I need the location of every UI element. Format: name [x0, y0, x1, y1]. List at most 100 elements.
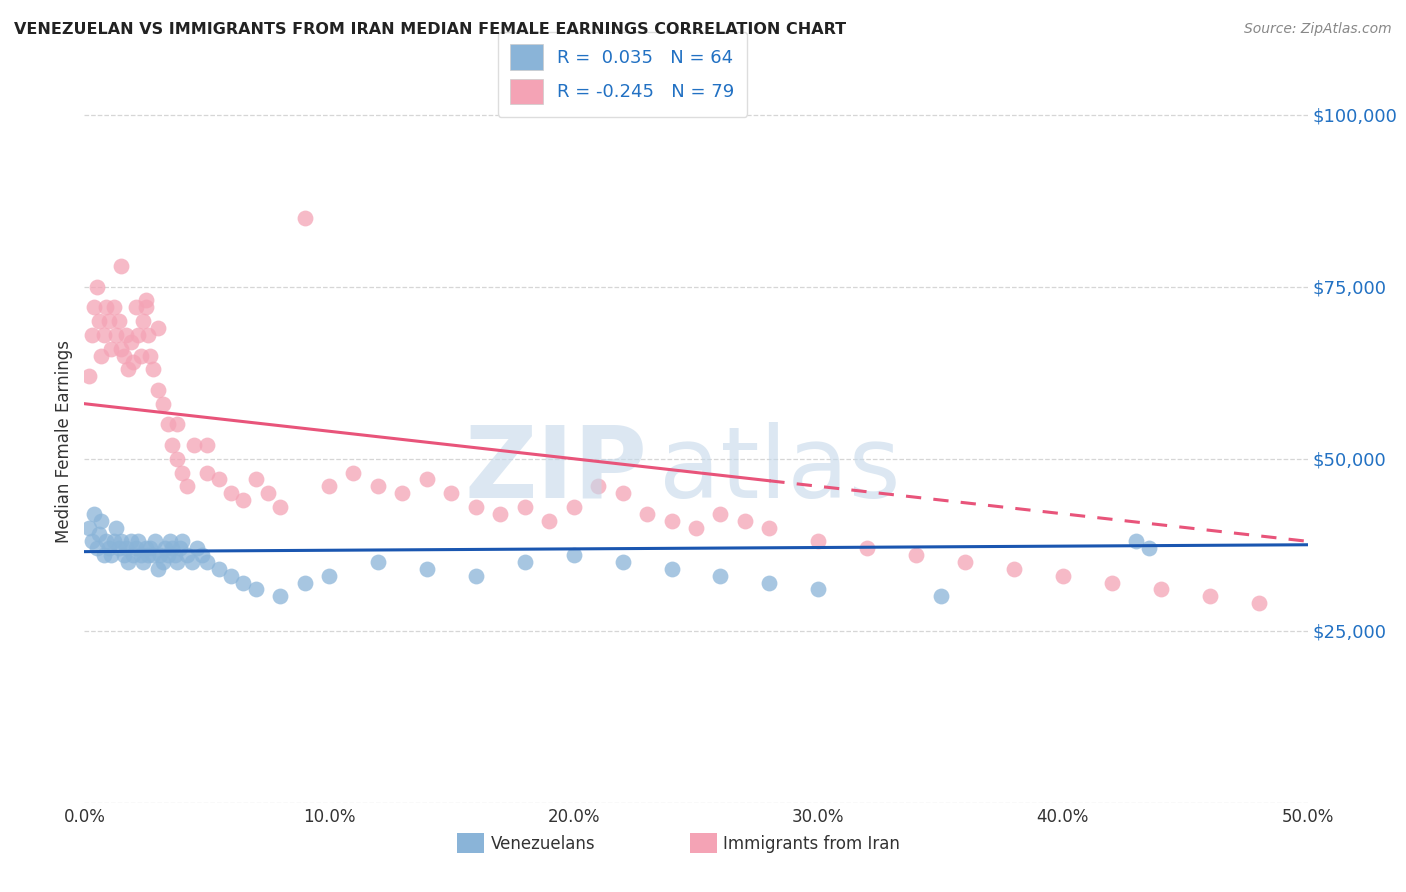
Point — [122, 355, 145, 369]
Point — [90, 349, 112, 363]
Point — [367, 555, 389, 569]
Point — [110, 534, 132, 549]
Point — [135, 293, 157, 308]
Point — [149, 548, 172, 562]
Point — [440, 486, 463, 500]
Point — [489, 507, 512, 521]
Point — [929, 590, 952, 604]
Point — [77, 520, 100, 534]
Point — [156, 417, 179, 432]
Point — [135, 541, 157, 556]
Point — [257, 486, 280, 500]
Point — [661, 514, 683, 528]
Point — [152, 397, 174, 411]
Point — [538, 514, 561, 528]
Point — [513, 555, 536, 569]
Point — [245, 472, 267, 486]
Point — [181, 555, 204, 569]
Point — [166, 417, 188, 432]
Point — [269, 500, 291, 514]
Point — [103, 301, 125, 315]
Point — [191, 548, 214, 562]
Point — [87, 527, 110, 541]
Point — [709, 568, 731, 582]
Point — [132, 314, 155, 328]
Point — [318, 568, 340, 582]
Text: Source: ZipAtlas.com: Source: ZipAtlas.com — [1244, 22, 1392, 37]
Point — [127, 534, 149, 549]
Point — [245, 582, 267, 597]
Point — [129, 548, 152, 562]
Point — [1247, 596, 1270, 610]
Point — [146, 321, 169, 335]
Point — [146, 383, 169, 397]
Point — [294, 211, 316, 225]
Point — [142, 362, 165, 376]
Point — [136, 327, 159, 342]
Point — [117, 362, 139, 376]
Point — [105, 327, 128, 342]
Point — [905, 548, 928, 562]
Point — [159, 534, 181, 549]
Point — [117, 555, 139, 569]
Point — [758, 520, 780, 534]
Point — [367, 479, 389, 493]
Point — [156, 548, 179, 562]
Point — [112, 548, 135, 562]
Point — [856, 541, 879, 556]
Point — [586, 479, 609, 493]
Point — [318, 479, 340, 493]
Point — [1002, 562, 1025, 576]
Text: ZIP: ZIP — [464, 422, 647, 519]
Point — [636, 507, 658, 521]
Point — [953, 555, 976, 569]
Point — [142, 548, 165, 562]
Point — [100, 342, 122, 356]
Point — [166, 451, 188, 466]
Point — [93, 548, 115, 562]
Point — [391, 486, 413, 500]
Point — [612, 486, 634, 500]
Point — [172, 466, 194, 480]
Point — [80, 327, 103, 342]
Point — [100, 548, 122, 562]
Point — [146, 562, 169, 576]
Point — [1150, 582, 1173, 597]
Point — [685, 520, 707, 534]
Point — [562, 500, 585, 514]
Point — [1125, 534, 1147, 549]
Point — [464, 568, 486, 582]
Point — [125, 301, 148, 315]
Point — [176, 479, 198, 493]
Point — [135, 301, 157, 315]
Point — [807, 534, 830, 549]
Point — [87, 314, 110, 328]
Point — [416, 472, 439, 486]
Point — [127, 327, 149, 342]
Point — [1137, 541, 1160, 556]
Point — [110, 342, 132, 356]
Y-axis label: Median Female Earnings: Median Female Earnings — [55, 340, 73, 543]
Point — [162, 438, 184, 452]
Point — [90, 514, 112, 528]
Point — [807, 582, 830, 597]
Point — [77, 369, 100, 384]
Point — [294, 575, 316, 590]
Point — [132, 555, 155, 569]
Point — [1198, 590, 1220, 604]
Text: Venezuelans: Venezuelans — [491, 835, 595, 853]
Point — [97, 314, 120, 328]
Point — [163, 548, 186, 562]
Point — [232, 493, 254, 508]
Point — [183, 438, 205, 452]
Point — [96, 301, 118, 315]
Point — [83, 301, 105, 315]
Point — [219, 568, 242, 582]
Point — [112, 349, 135, 363]
Point — [195, 438, 218, 452]
Point — [143, 534, 166, 549]
Point — [80, 534, 103, 549]
Point — [562, 548, 585, 562]
Point — [195, 466, 218, 480]
Point — [186, 541, 208, 556]
